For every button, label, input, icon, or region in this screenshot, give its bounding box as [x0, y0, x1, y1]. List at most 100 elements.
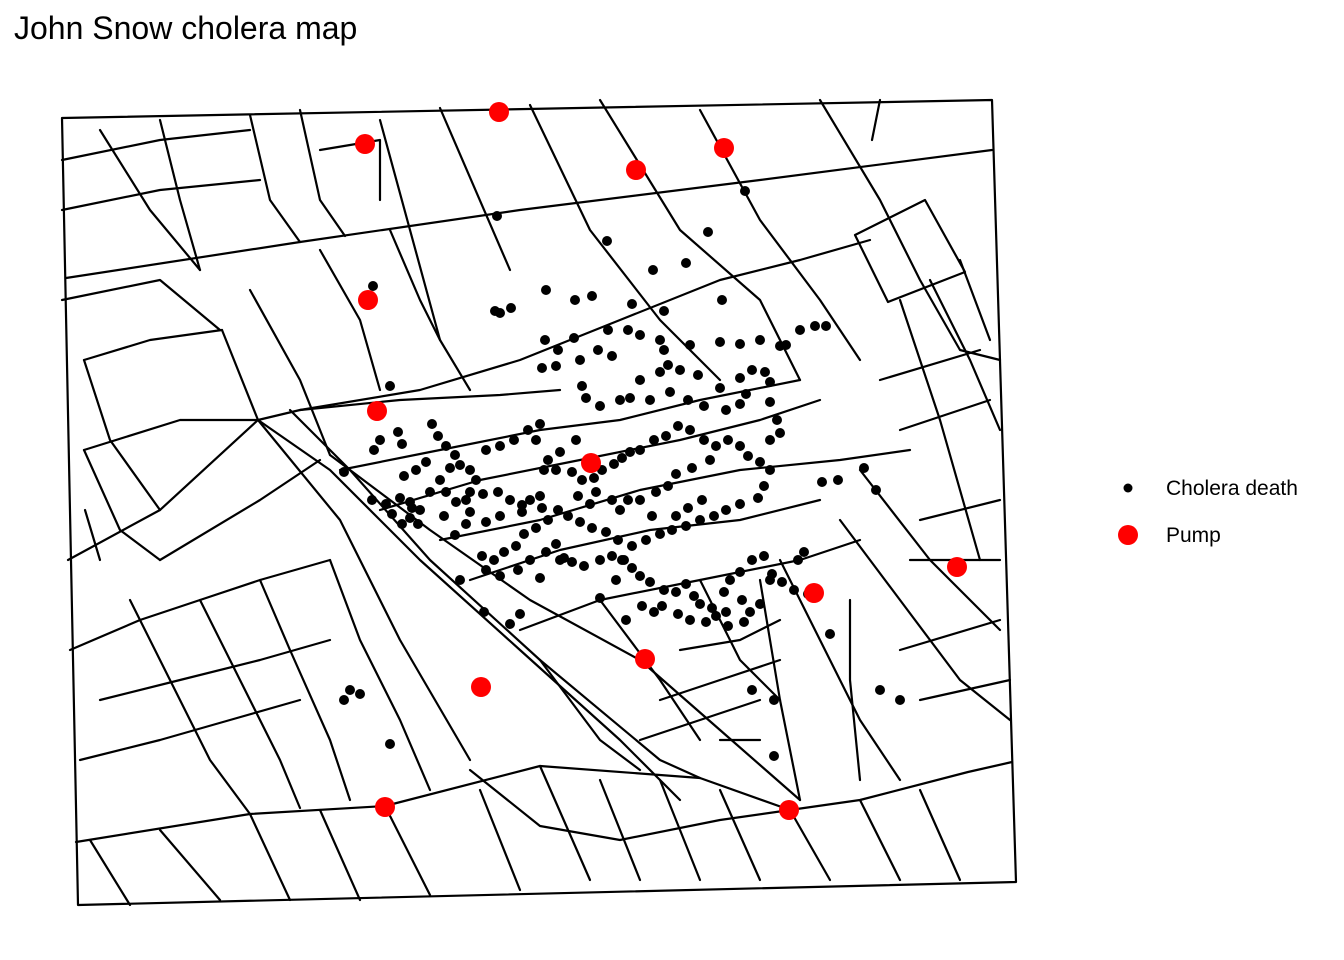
cholera-death-20: [623, 325, 633, 335]
pump-6: [581, 453, 601, 473]
cholera-death-107: [589, 473, 599, 483]
legend: Cholera death Pump: [1118, 477, 1298, 547]
street-47: [60, 128, 252, 162]
cholera-death-77: [478, 489, 488, 499]
cholera-death-127: [721, 505, 731, 515]
cholera-death-151: [525, 555, 535, 565]
street-6: [288, 408, 702, 780]
street-57: [318, 808, 362, 902]
cholera-death-186: [515, 609, 525, 619]
cholera-death-117: [699, 435, 709, 445]
street-48: [60, 178, 262, 212]
cholera-death-181: [859, 463, 869, 473]
cholera-death-185: [505, 619, 515, 629]
street-58: [383, 804, 432, 897]
cholera-deaths-layer: [339, 186, 905, 761]
street-16: [528, 103, 722, 382]
cholera-death-19: [603, 325, 613, 335]
street-61: [598, 778, 642, 882]
cholera-death-56: [683, 395, 693, 405]
cholera-death-10: [627, 299, 637, 309]
cholera-death-193: [657, 601, 667, 611]
street-53: [83, 508, 102, 562]
cholera-death-15: [495, 308, 505, 318]
cholera-death-38: [635, 375, 645, 385]
cholera-death-116: [685, 425, 695, 435]
cholera-death-234: [591, 487, 601, 497]
cholera-death-82: [535, 491, 545, 501]
cholera-death-17: [553, 345, 563, 355]
cholera-death-119: [723, 435, 733, 445]
cholera-death-136: [601, 527, 611, 537]
cholera-death-101: [535, 419, 545, 429]
cholera-death-170: [725, 575, 735, 585]
cholera-death-70: [433, 431, 443, 441]
cholera-death-51: [595, 401, 605, 411]
cholera-death-195: [685, 615, 695, 625]
cholera-death-42: [693, 370, 703, 380]
cholera-death-69: [427, 419, 437, 429]
cholera-death-123: [765, 465, 775, 475]
cholera-death-106: [577, 475, 587, 485]
cholera-death-16: [540, 335, 550, 345]
street-1: [64, 148, 994, 280]
cholera-death-247: [407, 503, 417, 513]
street-62: [658, 778, 702, 882]
pump-4: [358, 290, 378, 310]
cholera-death-188: [555, 555, 565, 565]
cholera-death-213: [875, 685, 885, 695]
cholera-death-211: [747, 685, 757, 695]
street-65: [858, 798, 902, 882]
cholera-death-58: [721, 405, 731, 415]
cholera-death-84: [517, 507, 527, 517]
legend-pump-label: Pump: [1166, 524, 1221, 547]
cholera-death-45: [747, 365, 757, 375]
cholera-death-223: [635, 495, 645, 505]
cholera-death-183: [455, 575, 465, 585]
cholera-death-109: [609, 459, 619, 469]
cholera-death-140: [553, 505, 563, 515]
cholera-death-27: [755, 335, 765, 345]
street-11: [438, 448, 912, 542]
cholera-death-33: [537, 363, 547, 373]
cholera-death-128: [709, 511, 719, 521]
cholera-death-153: [551, 539, 561, 549]
cholera-death-138: [575, 517, 585, 527]
cholera-death-118: [711, 441, 721, 451]
street-43: [98, 128, 202, 272]
cholera-death-150: [513, 565, 523, 575]
street-19: [818, 98, 1002, 362]
cholera-death-206: [825, 629, 835, 639]
cholera-death-208: [355, 689, 365, 699]
street-23: [928, 278, 1002, 432]
cholera-death-239: [451, 497, 461, 507]
cholera-death-37: [607, 351, 617, 361]
cholera-death-163: [659, 585, 669, 595]
street-63: [718, 788, 762, 882]
cholera-death-162: [645, 577, 655, 587]
street-32: [82, 358, 162, 512]
cholera-death-214: [895, 695, 905, 705]
pump-9: [635, 649, 655, 669]
cholera-death-21: [635, 330, 645, 340]
cholera-death-18: [569, 333, 579, 343]
cholera-death-63: [775, 428, 785, 438]
cholera-death-80: [517, 500, 527, 510]
cholera-death-246: [425, 487, 435, 497]
cholera-death-144: [511, 541, 521, 551]
street-29: [848, 598, 862, 782]
cholera-death-1: [602, 236, 612, 246]
cholera-death-142: [531, 523, 541, 533]
cholera-death-216: [619, 555, 629, 565]
street-4: [220, 328, 472, 762]
street-17: [598, 98, 802, 382]
cholera-death-167: [695, 599, 705, 609]
cholera-death-209: [339, 695, 349, 705]
street-76: [918, 678, 1012, 702]
cholera-death-241: [411, 465, 421, 475]
cholera-death-177: [799, 547, 809, 557]
cholera-death-99: [509, 435, 519, 445]
street-45: [248, 113, 302, 244]
cholera-death-240: [421, 457, 431, 467]
